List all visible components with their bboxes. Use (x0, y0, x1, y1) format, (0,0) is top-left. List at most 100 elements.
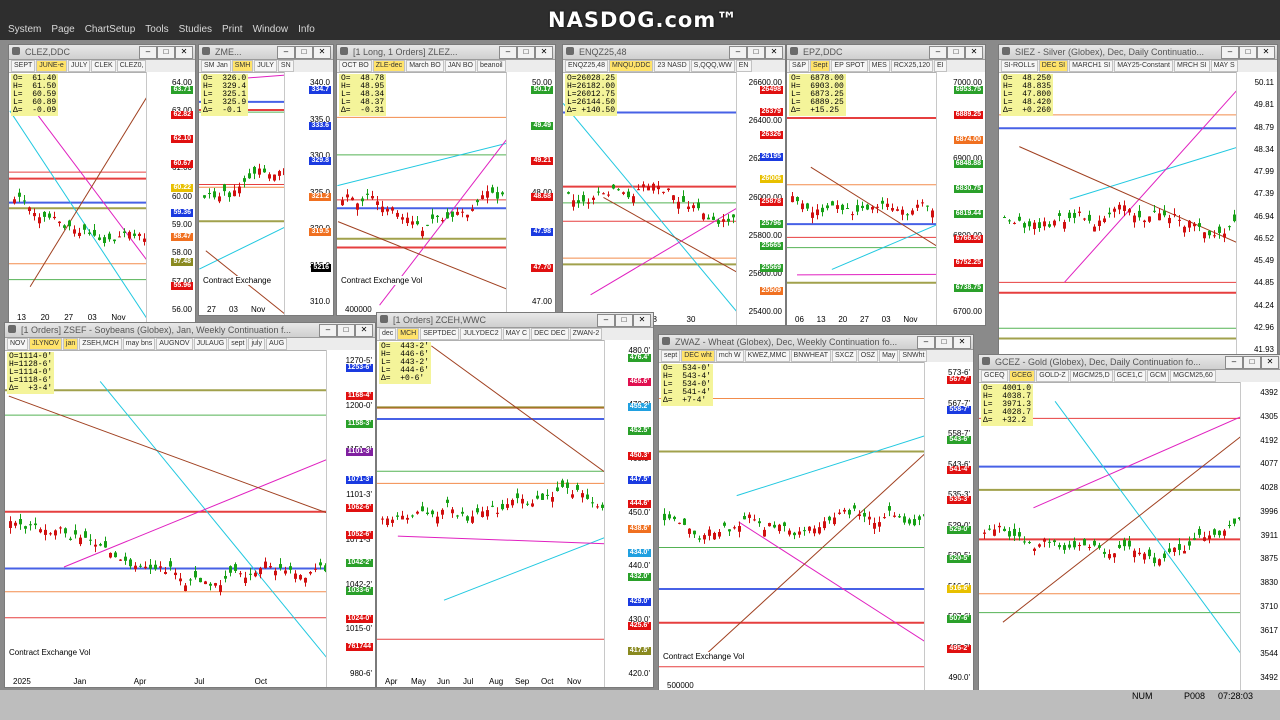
chart-tab[interactable]: JLYNOV (29, 338, 62, 350)
chart-tab[interactable]: JULY (67, 60, 91, 72)
chart-tab[interactable]: SXCZ (832, 350, 857, 362)
window-titlebar[interactable]: [1 Long, 1 Orders] ZLEZ... – □ ✕ (337, 45, 555, 60)
maximize-icon[interactable]: □ (1243, 356, 1261, 369)
price-axis[interactable]: 573-6'567-7'558-7'543-6'535-3'529-0'520-… (924, 362, 973, 691)
close-icon[interactable]: ✕ (535, 46, 553, 59)
chart-tab[interactable]: MAY C (502, 328, 531, 340)
maximize-icon[interactable]: □ (747, 46, 765, 59)
window-menu-icon[interactable] (12, 47, 20, 55)
chart-tab[interactable]: DEC DEC (531, 328, 569, 340)
price-plot[interactable]: O= 48.250 H= 48.835 L= 47.800 L= 48.420 … (999, 72, 1277, 363)
minimize-icon[interactable]: – (277, 46, 295, 59)
maximize-icon[interactable]: □ (935, 336, 953, 349)
chart-tab[interactable]: may bns (122, 338, 156, 350)
chart-tab[interactable]: RCX25,120 (890, 60, 934, 72)
chart-window-w8[interactable]: [1 Orders] ZCEH,WWC – □ ✕ dec MCH SEPTDEC JULYD… (376, 312, 654, 688)
price-plot[interactable]: O= 61.40 H= 61.50 L= 60.59 L= 60.89 Δ= -… (9, 72, 195, 323)
chart-window-w2[interactable]: ZME... – □ ✕ SM Jan SMH JULY SN O= 326.0 H= 329.… (198, 44, 334, 316)
chart-tab[interactable]: MES (868, 60, 890, 72)
menu-chartsetup[interactable]: ChartSetup (84, 24, 136, 35)
chart-tab[interactable]: mch W (715, 350, 744, 362)
chart-tab[interactable]: GCE1,C (1113, 370, 1146, 382)
close-icon[interactable]: ✕ (765, 46, 783, 59)
price-plot[interactable]: O= 6878.00 H= 6903.00 L= 6873.25 L= 6889… (787, 72, 985, 325)
maximize-icon[interactable]: □ (615, 314, 633, 327)
maximize-icon[interactable]: □ (1239, 46, 1257, 59)
price-plot[interactable]: O= 443-2' H= 446-6' L= 443-2' L= 444-6' … (377, 340, 653, 687)
window-titlebar[interactable]: CLEZ,DDC – □ ✕ (9, 45, 195, 60)
maximize-icon[interactable]: □ (517, 46, 535, 59)
chart-window-w9[interactable]: ZWAZ - Wheat (Globex), Dec, Weekly Conti… (658, 334, 974, 692)
chart-tab[interactable]: EN (735, 60, 752, 72)
price-plot[interactable]: O= 4001.0 H= 4038.7 L= 3971.3 L= 4028.7 … (979, 382, 1280, 691)
window-titlebar[interactable]: [1 Orders] ZCEH,WWC – □ ✕ (377, 313, 653, 328)
chart-tab[interactable]: OSZ (857, 350, 879, 362)
minimize-icon[interactable]: – (1225, 356, 1243, 369)
chart-tab[interactable]: JUNE-e (36, 60, 67, 72)
chart-tab[interactable]: DEC wht (681, 350, 715, 362)
chart-tab[interactable]: AUGNOV (156, 338, 193, 350)
chart-window-w3[interactable]: [1 Long, 1 Orders] ZLEZ... – □ ✕ OCT BO ZLE-d… (336, 44, 556, 316)
price-axis[interactable]: 340.0335.0330.0325.0320.0315.0310.0334.7… (284, 72, 333, 315)
close-icon[interactable]: ✕ (965, 46, 983, 59)
window-titlebar[interactable]: SIEZ - Silver (Globex), Dec, Daily Conti… (999, 45, 1277, 60)
chart-tab[interactable]: JULAUG (193, 338, 228, 350)
chart-tab[interactable]: GCEG (1008, 370, 1036, 382)
minimize-icon[interactable]: – (499, 46, 517, 59)
chart-tab[interactable]: ZLE-dec (372, 60, 406, 72)
chart-tab[interactable]: SN (277, 60, 294, 72)
chart-tab[interactable]: DEC SI (1038, 60, 1069, 72)
chart-tab[interactable]: S&P (789, 60, 810, 72)
price-axis[interactable]: 50.00 48.00 47.00 50.17 49.49 49.21 48.68 47.98… (506, 72, 555, 315)
minimize-icon[interactable]: – (1221, 46, 1239, 59)
maximize-icon[interactable]: □ (337, 324, 355, 337)
window-titlebar[interactable]: [1 Orders] ZSEF - Soybeans (Globex), Jan… (5, 323, 375, 338)
close-icon[interactable]: ✕ (953, 336, 971, 349)
chart-tab[interactable]: SNWht (899, 350, 928, 362)
window-menu-icon[interactable] (1002, 47, 1010, 55)
chart-tab[interactable]: CLEZ0, (116, 60, 147, 72)
chart-tab[interactable]: jan (62, 338, 79, 350)
chart-tab[interactable]: EI (934, 60, 947, 72)
chart-tab[interactable]: SI-ROLLs (1001, 60, 1038, 72)
chart-window-w1[interactable]: CLEZ,DDC – □ ✕ SEPT JUNE-e JULY CLEK CLEZ0, O= 61… (8, 44, 196, 324)
chart-tab[interactable]: May (879, 350, 899, 362)
window-menu-icon[interactable] (340, 47, 348, 55)
price-axis[interactable]: 64.0063.0062.0061.0060.0059.0058.0057.00… (146, 72, 195, 323)
close-icon[interactable]: ✕ (355, 324, 373, 337)
chart-tab[interactable]: sept (661, 350, 681, 362)
window-titlebar[interactable]: ZME... – □ ✕ (199, 45, 333, 60)
chart-tab[interactable]: CLEK (91, 60, 116, 72)
minimize-icon[interactable]: – (917, 336, 935, 349)
minimize-icon[interactable]: – (929, 46, 947, 59)
minimize-icon[interactable]: – (729, 46, 747, 59)
chart-tab[interactable]: Sept (810, 60, 831, 72)
chart-tab[interactable]: SEPT (11, 60, 36, 72)
price-plot[interactable]: O=1114-0' H=1128-6' L=1114-0' L=1118-6' … (5, 350, 375, 687)
chart-tab[interactable]: MAY25-Constant (1114, 60, 1173, 72)
window-titlebar[interactable]: ENQZ25,48 – □ ✕ (563, 45, 785, 60)
window-menu-icon[interactable] (380, 315, 388, 323)
chart-tab[interactable]: JAN BO (444, 60, 476, 72)
chart-tab[interactable]: AUG (265, 338, 288, 350)
chart-tab[interactable]: SMH (231, 60, 254, 72)
chart-tab[interactable]: NOV (7, 338, 29, 350)
chart-tab[interactable]: MAY S (1210, 60, 1238, 72)
menu-system[interactable]: System (8, 24, 42, 35)
chart-tab[interactable]: March BO (406, 60, 444, 72)
chart-window-w10[interactable]: GCEZ - Gold (Globex), Dec, Daily Continu… (978, 354, 1280, 692)
chart-tab[interactable]: beanoil (477, 60, 506, 72)
chart-tab[interactable]: JULYDEC2 (460, 328, 502, 340)
chart-tab[interactable]: SEPTDEC (420, 328, 460, 340)
price-axis[interactable]: 480.0'470.0'460.0'450.0'440.0'430.0'420.… (604, 340, 653, 687)
chart-tab[interactable]: S,QQQ,WW (690, 60, 735, 72)
chart-tab[interactable]: ZWAN-2 (569, 328, 603, 340)
menu-window[interactable]: Window (252, 24, 289, 35)
menu-info[interactable]: Info (298, 24, 315, 35)
chart-tab[interactable]: KWEZ,MMC (744, 350, 790, 362)
chart-window-w6[interactable]: SIEZ - Silver (Globex), Dec, Daily Conti… (998, 44, 1278, 364)
window-titlebar[interactable]: EPZ,DDC – □ ✕ (787, 45, 985, 60)
chart-tab[interactable]: sept (228, 338, 248, 350)
window-titlebar[interactable]: ZWAZ - Wheat (Globex), Dec, Weekly Conti… (659, 335, 973, 350)
chart-tab[interactable]: ZSEH,MCH (79, 338, 122, 350)
